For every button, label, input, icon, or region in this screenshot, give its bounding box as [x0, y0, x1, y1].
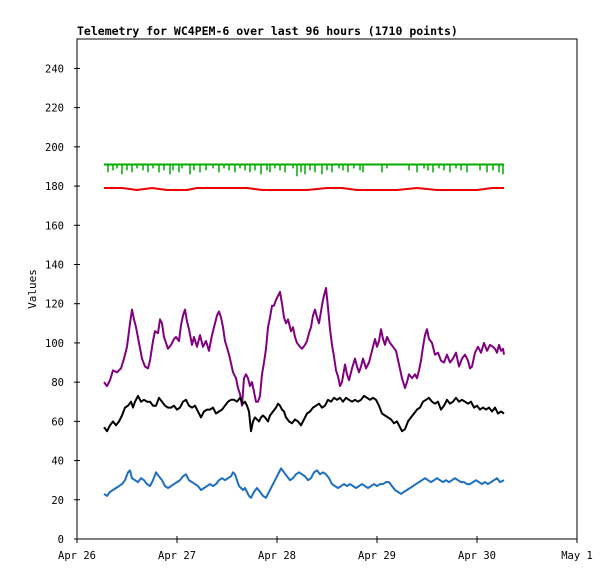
chart-title: Telemetry for WC4PEM-6 over last 96 hour… [77, 24, 458, 38]
y-tick-label: 200 [45, 142, 64, 154]
y-tick-label: 0 [58, 534, 64, 546]
series-line-1 [104, 187, 504, 191]
y-tick-label: 20 [51, 495, 64, 507]
y-tick-label: 100 [45, 338, 64, 350]
y-axis: 0 20 40 60 80 100 120 140 160 180 200 220 240 [45, 63, 80, 546]
series-line-2 [103, 287, 505, 407]
y-tick-label: 220 [45, 103, 64, 115]
x-tick-label: Apr 29 [358, 550, 396, 562]
y-tick-label: 140 [45, 259, 64, 271]
series-layer [103, 163, 505, 499]
y-tick-label: 160 [45, 220, 64, 232]
x-tick-label: May 1 [561, 550, 593, 562]
y-tick-label: 120 [45, 299, 64, 311]
y-tick-label: 180 [45, 181, 64, 193]
y-axis-label: Values [26, 269, 39, 309]
y-tick-label: 60 [51, 416, 64, 428]
x-tick-label: Apr 28 [258, 550, 296, 562]
y-tick-label: 240 [45, 63, 64, 75]
series-line-3 [103, 394, 505, 433]
x-tick-label: Apr 26 [58, 550, 96, 562]
x-tick-label: Apr 30 [458, 550, 496, 562]
x-tick-label: Apr 27 [158, 550, 196, 562]
y-tick-label: 40 [51, 456, 64, 468]
series-line-4 [103, 467, 505, 499]
y-tick-label: 80 [51, 377, 64, 389]
x-axis: Apr 26 Apr 27 Apr 28 Apr 29 Apr 30 May 1 [58, 536, 593, 562]
